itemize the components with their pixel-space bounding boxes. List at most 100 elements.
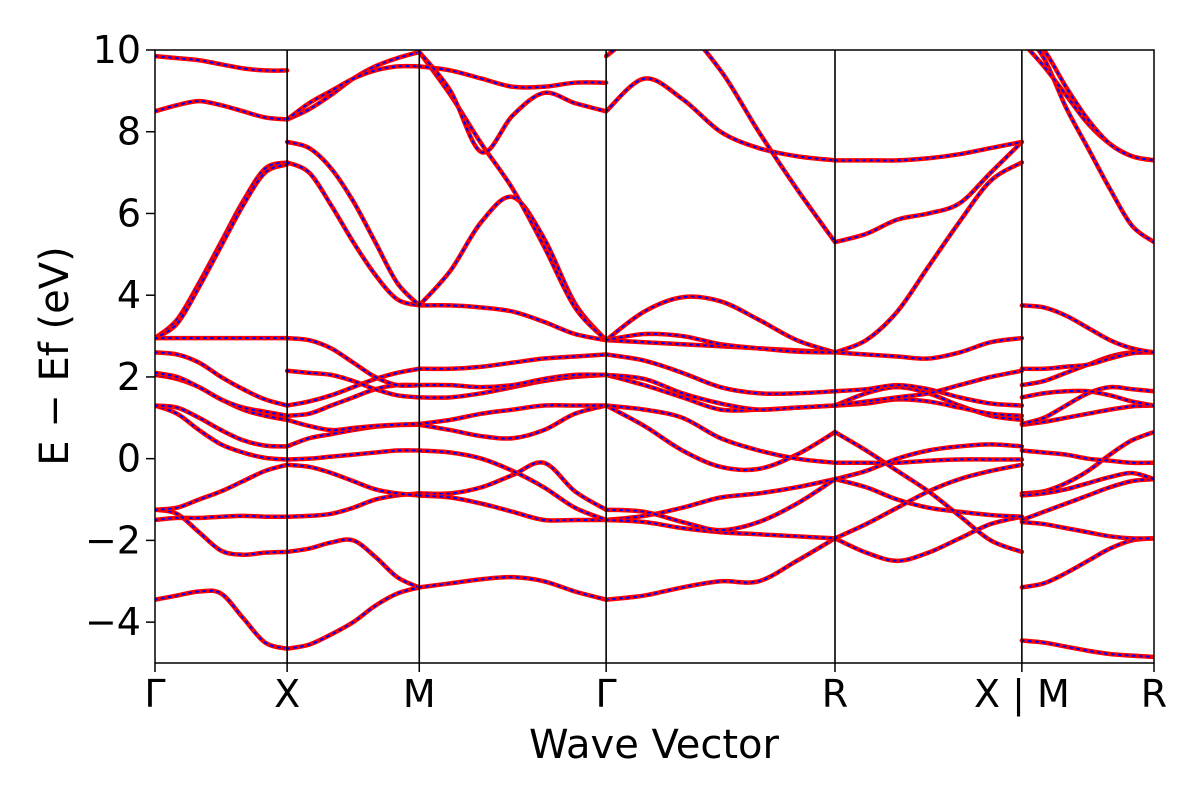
- x-tick-label: X | M: [974, 672, 1070, 717]
- band-line: [284, 491, 422, 519]
- band-line: [155, 588, 290, 651]
- band-line: [832, 382, 1025, 408]
- band-line-dashed-overlay: [1020, 389, 1154, 407]
- band-line: [832, 462, 1025, 541]
- band-line: [1019, 470, 1154, 498]
- band-line: [417, 402, 609, 427]
- band-line-dashed-overlay: [418, 51, 608, 154]
- y-tick-label: 8: [117, 110, 141, 154]
- band-line-dashed-overlay: [155, 514, 289, 521]
- band-line: [603, 476, 838, 523]
- y-tick-label: −4: [85, 600, 141, 644]
- band-line: [1019, 388, 1154, 408]
- band-line: [155, 98, 290, 122]
- band-line-dashed-overlay: [155, 508, 289, 556]
- band-line-dashed-overlay: [155, 463, 289, 511]
- x-axis-ticks: Γ X M Γ R X | M R: [144, 663, 1167, 717]
- band-line-dashed-overlay: [1020, 449, 1154, 464]
- band-line-dashed-overlay: [834, 431, 1023, 553]
- band-line-dashed-overlay: [605, 295, 836, 354]
- band-line: [417, 352, 609, 372]
- y-axis-ticks: −4 −2 0 2 4 6 8 10: [85, 28, 155, 644]
- band-line-dashed-overlay: [834, 140, 1023, 162]
- band-line-dashed-overlay: [286, 538, 421, 589]
- plot-frame: [154, 49, 1155, 664]
- band-line-dashed-overlay: [286, 449, 421, 461]
- y-tick-label: 0: [117, 437, 141, 481]
- band-line: [603, 536, 838, 602]
- band-line: [832, 160, 1025, 355]
- band-line: [284, 448, 422, 462]
- band-line-dashed-overlay: [1028, 50, 1154, 162]
- x-tick-label: Γ: [144, 672, 165, 716]
- y-tick-label: 2: [117, 355, 141, 399]
- band-line-dashed-overlay: [605, 478, 836, 532]
- band-line-dashed-overlay: [605, 50, 836, 244]
- band-line-dashed-overlay: [605, 373, 836, 411]
- x-tick-label: R: [822, 672, 848, 716]
- band-line-dashed-overlay: [286, 586, 421, 650]
- band-line: [284, 462, 422, 498]
- band-line: [1019, 536, 1154, 590]
- y-tick-label: 6: [117, 191, 141, 235]
- band-line-dashed-overlay: [286, 383, 421, 417]
- band-line: [417, 460, 609, 512]
- bands-layer: [155, 50, 1154, 660]
- band-line-dashed-overlay: [286, 367, 421, 407]
- x-tick-label: X: [274, 672, 300, 716]
- x-tick-label: Γ: [596, 672, 617, 716]
- band-line: [284, 537, 422, 590]
- band-line-dashed-overlay: [286, 51, 421, 121]
- band-line-dashed-overlay: [605, 353, 836, 395]
- band-line-dashed-overlay: [605, 404, 836, 464]
- band-line-dashed-overlay: [834, 398, 1023, 417]
- band-line-dashed-overlay: [1020, 386, 1154, 425]
- band-line: [1019, 403, 1154, 427]
- band-line: [155, 53, 290, 73]
- band-line-dashed-overlay: [1020, 304, 1154, 354]
- band-line-dashed-overlay: [418, 304, 608, 342]
- band-line-dashed-overlay: [834, 337, 1023, 360]
- band-line-dashed-overlay: [1020, 639, 1154, 658]
- band-line-dashed-overlay: [1020, 478, 1154, 521]
- band-line-dashed-overlay: [418, 195, 608, 342]
- band-line-dashed-overlay: [155, 404, 289, 448]
- band-line: [417, 574, 609, 602]
- band-line-dashed-overlay: [155, 589, 289, 650]
- x-tick-label: R: [1141, 672, 1167, 716]
- band-line: [417, 50, 609, 155]
- band-line: [1019, 638, 1154, 660]
- band-line-dashed-overlay: [286, 161, 421, 307]
- band-line-dashed-overlay: [286, 140, 421, 307]
- band-line-dashed-overlay: [834, 478, 1023, 518]
- band-line: [1019, 448, 1154, 466]
- band-line-dashed-overlay: [286, 337, 421, 387]
- band-line-dashed-overlay: [155, 100, 289, 121]
- band-line: [417, 64, 609, 90]
- x-axis-label: Wave Vector: [529, 722, 780, 768]
- band-line-dashed-overlay: [605, 518, 836, 540]
- x-tick-label: M: [403, 672, 436, 716]
- band-line-dashed-overlay: [286, 463, 421, 497]
- band-line-dashed-overlay: [418, 404, 608, 440]
- band-line-dashed-overlay: [418, 576, 608, 601]
- band-line-dashed-overlay: [286, 65, 421, 121]
- band-line: [155, 162, 290, 341]
- band-line: [284, 585, 422, 651]
- band-line: [1040, 50, 1154, 163]
- band-line-dashed-overlay: [155, 351, 289, 407]
- band-line-dashed-overlay: [418, 373, 608, 389]
- band-line-dashed-overlay: [1020, 404, 1154, 426]
- band-line-dashed-overlay: [834, 140, 1023, 244]
- band-line: [1019, 519, 1154, 541]
- band-line-dashed-overlay: [155, 163, 289, 340]
- band-line-dashed-overlay: [286, 369, 421, 399]
- y-tick-label: −2: [85, 518, 141, 562]
- band-line-dashed-overlay: [1020, 521, 1154, 540]
- band-line: [155, 462, 290, 512]
- band-line: [603, 76, 838, 163]
- band-line-dashed-overlay: [1042, 50, 1154, 162]
- band-line: [1019, 350, 1154, 372]
- band-line: [417, 194, 609, 343]
